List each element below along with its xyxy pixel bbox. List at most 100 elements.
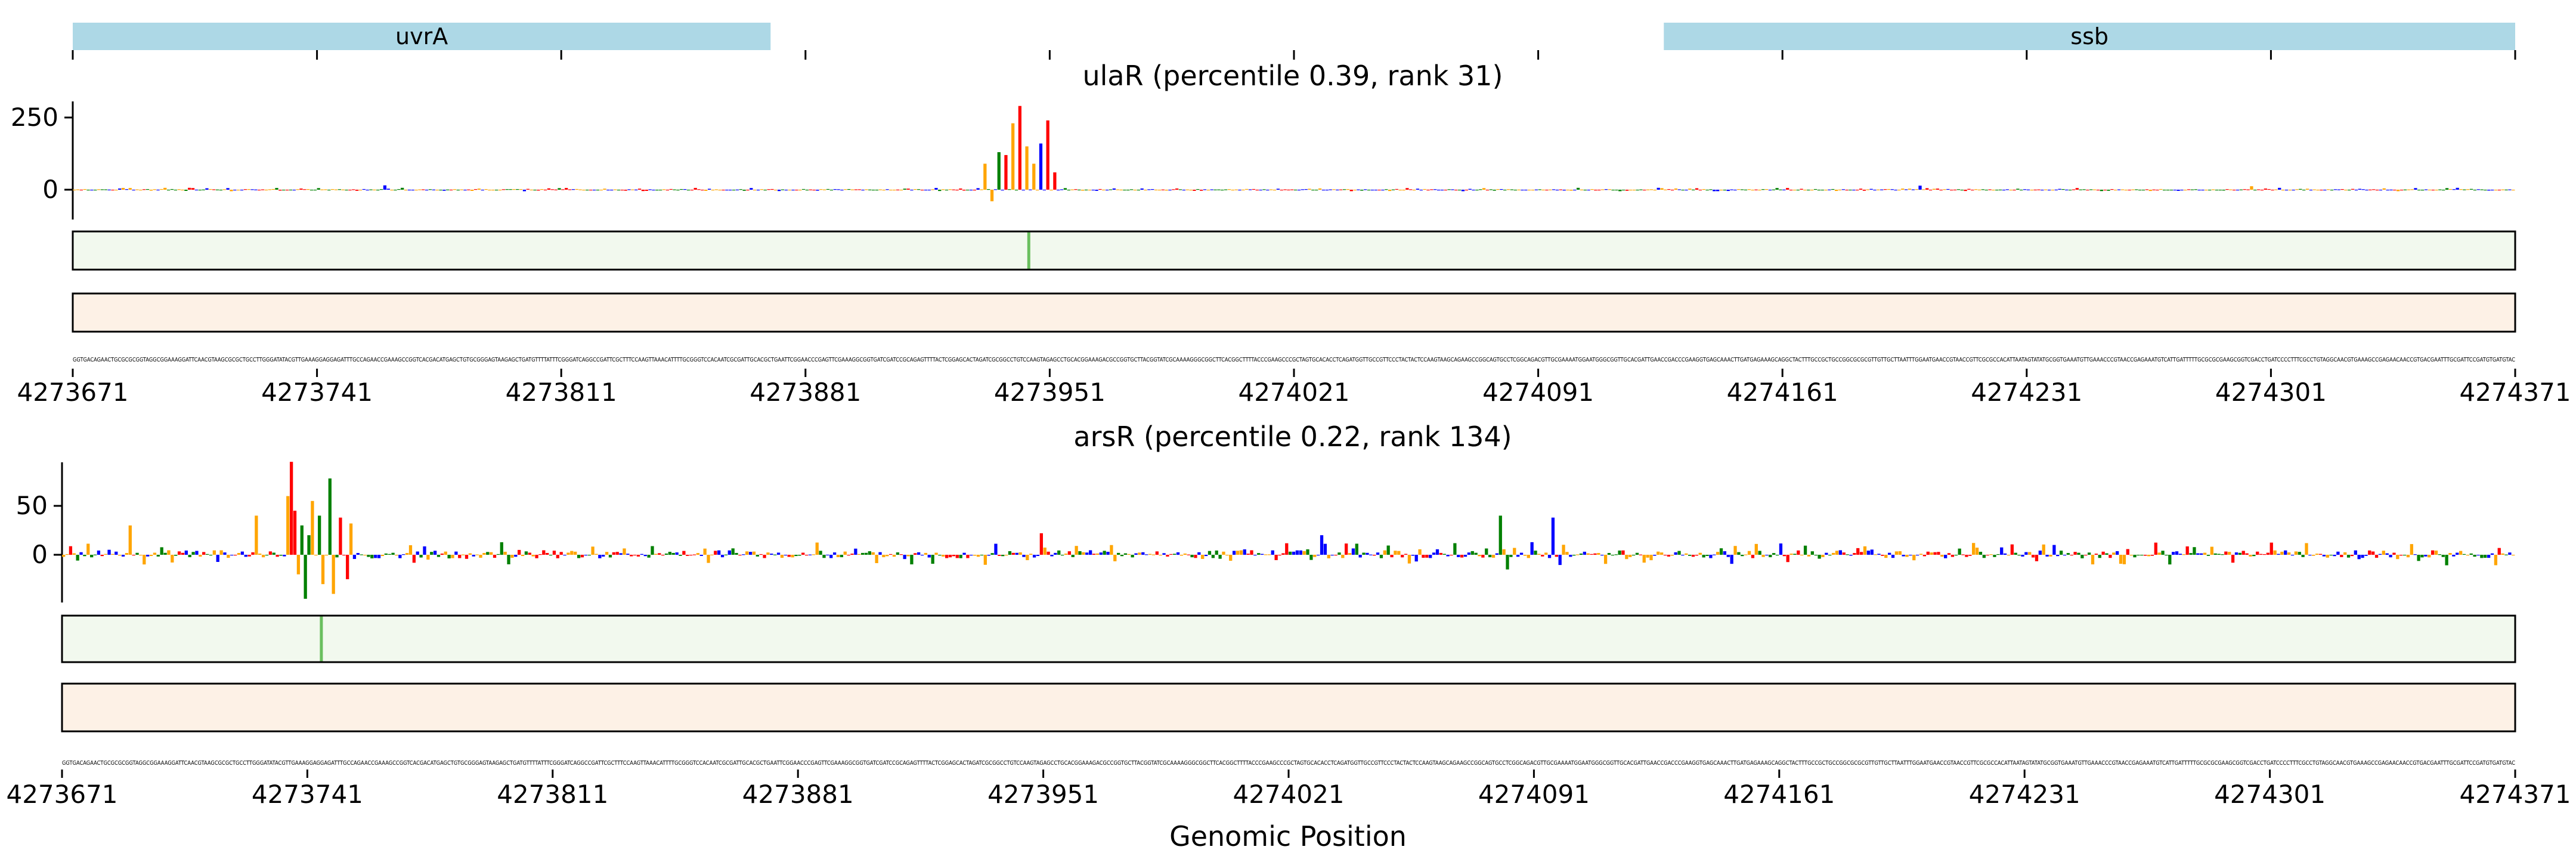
panel2-heatmap-orange-bg: [61, 682, 2516, 733]
logo-letter-a: [1488, 555, 1492, 558]
logo-letter-t: [2075, 188, 2079, 190]
logo-letter-a: [279, 555, 283, 556]
logo-letter-c: [2058, 189, 2061, 190]
logo-letter-c: [2052, 545, 2056, 555]
logo-letter-g: [1026, 555, 1029, 561]
logo-letter-g: [1222, 551, 1225, 555]
logo-letter-t: [346, 555, 349, 579]
logo-letter-c: [377, 555, 381, 558]
logo-letter-t: [465, 555, 469, 559]
logo-letter-c: [2023, 189, 2027, 190]
logo-letter-a: [505, 189, 509, 190]
logo-letter-a: [507, 555, 510, 565]
x-tick-label: 4274231: [1971, 378, 2082, 407]
logo-letter-g: [1884, 555, 1888, 558]
logo-letter-g: [1685, 553, 1688, 555]
logo-letter-g: [1915, 189, 1918, 190]
logo-letter-a: [401, 187, 404, 190]
logo-letter-a: [272, 552, 275, 555]
logo-letter-t: [1590, 554, 1593, 555]
logo-letter-c: [1351, 548, 1355, 555]
logo-letter-a: [2462, 554, 2466, 555]
logo-letter-g: [1600, 189, 1605, 190]
logo-letter-a: [735, 552, 738, 555]
logo-letter-a: [2469, 553, 2473, 555]
logo-letter-a: [1996, 554, 2000, 555]
logo-letter-g: [321, 555, 325, 585]
logo-letter-t: [612, 552, 616, 555]
logo-letter-c: [1569, 555, 1572, 557]
logo-letter-a: [739, 189, 742, 190]
logo-letter-t: [275, 555, 279, 557]
logo-letter-c: [1140, 188, 1144, 190]
logo-letter-t: [2126, 549, 2129, 555]
logo-letter-t: [1786, 555, 1789, 563]
logo-letter-t: [339, 517, 342, 555]
logo-letter-t: [1053, 172, 1057, 190]
logo-letter-t: [1751, 555, 1755, 558]
logo-letter-g: [1866, 189, 1869, 190]
logo-letter-g: [1646, 555, 1649, 558]
logo-letter-c: [1364, 189, 1367, 190]
logo-letter-t: [759, 554, 763, 555]
logo-letter-c: [1036, 555, 1040, 557]
x-tick-label: 4273951: [987, 780, 1099, 809]
logo-letter-t: [412, 555, 416, 563]
logo-letter-a: [2059, 551, 2063, 555]
logo-letter-t: [1274, 555, 1278, 560]
x-tick-label: 4274301: [2214, 780, 2326, 809]
logo-letter-t: [1691, 555, 1695, 557]
logo-letter-c: [1260, 554, 1264, 555]
logo-letter-t: [1425, 555, 1429, 558]
logo-letter-t: [1625, 190, 1629, 191]
logo-letter-c: [1141, 552, 1145, 555]
logo-letter-g: [484, 189, 488, 190]
logo-letter-g: [595, 554, 598, 555]
logo-letter-a: [90, 555, 94, 558]
logo-letter-a: [2161, 551, 2165, 555]
logo-letter-g: [167, 550, 171, 555]
logo-letter-c: [1716, 190, 1720, 191]
panel1-ytick-label-250: 250: [11, 103, 58, 132]
logo-letter-g: [121, 187, 125, 190]
logo-letter-t: [641, 190, 645, 191]
x-tick-label: 4273741: [261, 378, 373, 407]
logo-letter-c: [2414, 188, 2417, 190]
logo-letter-c: [1726, 190, 1730, 191]
logo-letter-g: [924, 552, 928, 555]
logo-letter-a: [1386, 545, 1390, 555]
logo-letter-t: [1405, 188, 1409, 190]
logo-letter-t: [1853, 553, 1856, 555]
logo-letter-c: [1583, 551, 1586, 555]
logo-letter-a: [2298, 552, 2301, 555]
logo-letter-g: [2466, 189, 2470, 190]
logo-letter-c: [1414, 555, 1418, 562]
logo-letter-c: [2333, 555, 2336, 557]
logo-letter-g: [1394, 551, 1397, 555]
logo-letter-c: [571, 189, 575, 190]
logo-letter-g: [566, 552, 570, 555]
logo-letter-g: [111, 554, 114, 555]
logo-letter-g: [2397, 190, 2400, 191]
logo-letter-t: [2094, 554, 2098, 555]
logo-letter-t: [2497, 548, 2501, 555]
logo-letter-a: [1485, 548, 1488, 555]
logo-letter-t: [1200, 190, 1203, 191]
logo-letter-g: [2434, 550, 2438, 555]
logo-letter-g: [2148, 190, 2152, 191]
logo-letter-g: [1747, 551, 1751, 555]
logo-letter-a: [647, 555, 651, 558]
logo-letter-a: [1453, 543, 1457, 555]
logo-letter-g: [1264, 554, 1268, 555]
logo-letter-a: [2238, 552, 2241, 555]
logo-letter-a: [2469, 189, 2473, 190]
logo-letter-g: [2315, 554, 2319, 555]
logo-letter-a: [1309, 555, 1313, 560]
logo-letter-t: [568, 189, 572, 190]
logo-letter-g: [1747, 189, 1751, 190]
logo-letter-a: [1618, 190, 1622, 191]
logo-letter-c: [1730, 555, 1733, 564]
logo-letter-g: [2459, 551, 2463, 555]
logo-letter-c: [1530, 542, 1534, 555]
logo-letter-t: [2256, 551, 2259, 555]
